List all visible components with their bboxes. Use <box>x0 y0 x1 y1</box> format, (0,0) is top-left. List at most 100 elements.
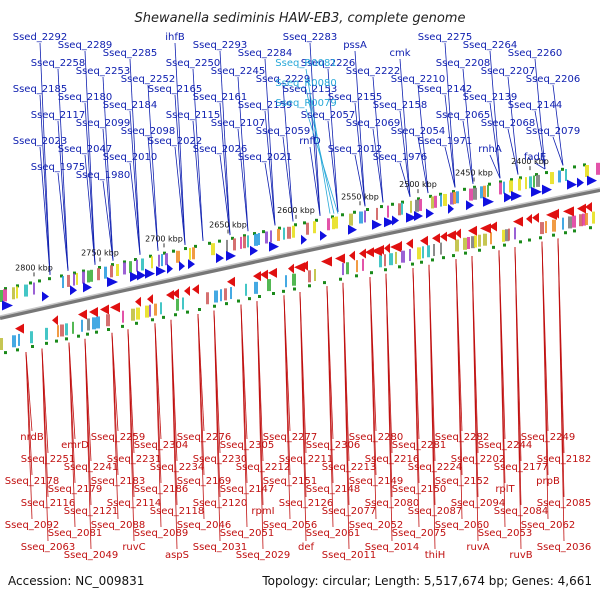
gene-label: Sseq_2147 <box>220 484 275 495</box>
cog-band <box>463 237 467 250</box>
gc-dot <box>16 348 19 352</box>
forward-gene-arrow <box>483 196 494 207</box>
gene-connector <box>154 323 162 528</box>
cog-band <box>440 194 442 207</box>
forward-gene-arrow <box>466 200 474 211</box>
cog-band <box>585 165 589 178</box>
gc-dot <box>464 251 467 255</box>
cog-band <box>499 182 502 195</box>
gc-dot <box>38 279 41 283</box>
gene-label: Sseq_2289 <box>58 40 113 51</box>
reverse-gene-arrow <box>100 304 109 315</box>
cog-band <box>292 225 295 238</box>
gene-label: Sseq_2231 <box>107 454 162 465</box>
bottom-gene-labels: nrdBemrDSseq_2259Sseq_2304Sseq_2276Sseq_… <box>5 432 592 561</box>
gc-dot <box>545 171 548 175</box>
gene-connector <box>534 162 546 170</box>
cog-band <box>308 270 311 283</box>
cog-band <box>415 199 419 212</box>
gene-label: Sseq_2206 <box>526 74 581 85</box>
gene-connector <box>219 50 231 236</box>
scale-tick-label: 2700 kbp <box>145 234 183 243</box>
gene-label: rnhA <box>478 144 502 155</box>
gc-dot <box>463 187 466 191</box>
reverse-gene-arrow <box>432 233 440 244</box>
gc-dot <box>583 163 586 167</box>
gene-label: Sseq_2080 <box>365 498 420 509</box>
cog-band <box>508 228 510 241</box>
gc-dot <box>121 324 124 328</box>
cog-band <box>267 279 271 292</box>
gc-dot <box>4 351 7 355</box>
cog-band <box>270 230 272 243</box>
gc-dot <box>77 334 80 338</box>
gene-label: Sseq_2023 <box>13 136 68 147</box>
gc-dot <box>488 182 491 186</box>
gc-dot <box>429 194 432 198</box>
cog-band <box>450 192 454 205</box>
gene-connector <box>84 50 96 265</box>
gene-connector <box>147 84 159 251</box>
gene-label: Sseq_1976 <box>373 152 428 163</box>
gc-dot <box>151 318 154 322</box>
forward-gene-arrow <box>216 253 224 264</box>
cog-band <box>514 227 516 240</box>
cog-band <box>283 227 285 240</box>
cog-band <box>550 172 554 185</box>
gene-connector <box>170 319 178 550</box>
gc-dot <box>107 328 110 332</box>
cog-band <box>433 244 435 257</box>
reverse-gene-arrow <box>52 315 58 326</box>
gene-label: fadE <box>524 152 546 163</box>
gc-dot <box>278 226 281 230</box>
gc-dot <box>194 244 197 248</box>
genome-backbone <box>0 188 600 320</box>
gene-label: Sseq_1975 <box>31 162 86 173</box>
cog-band <box>533 175 535 188</box>
gene-connector <box>417 136 429 194</box>
cog-band <box>487 184 489 197</box>
cog-band <box>422 246 424 259</box>
cog-band <box>96 316 100 329</box>
forward-gene-arrow <box>320 230 327 241</box>
gene-connector <box>57 172 69 271</box>
gc-dot <box>417 197 420 201</box>
cog-band <box>3 289 7 302</box>
gene-connector <box>129 110 141 255</box>
gene-label: Sseq_2241 <box>64 462 119 473</box>
gene-connector <box>68 342 76 528</box>
cog-band <box>565 169 567 182</box>
cog-band <box>45 327 48 340</box>
gene-label: Sseq_2054 <box>391 126 446 137</box>
cog-band <box>233 238 236 251</box>
reverse-gene-arrow <box>301 260 308 271</box>
gene-connector <box>264 162 276 226</box>
cog-band <box>33 282 35 295</box>
gc-dot <box>564 231 567 235</box>
cog-band <box>24 284 28 297</box>
reverse-gene-arrow <box>526 213 532 224</box>
gene-label: Sseq_2065 <box>436 110 491 121</box>
reverse-gene-arrow <box>532 212 539 223</box>
gc-dot <box>149 254 152 258</box>
cog-band <box>545 221 547 234</box>
gene-label: Sseq_2010 <box>103 152 158 163</box>
reverse-gene-arrow <box>294 262 305 273</box>
gene-label: Sseq_2202 <box>451 454 506 465</box>
gene-label: Sseq_2092 <box>5 520 60 531</box>
cog-band <box>359 211 363 224</box>
gene-label: Sseq_2184 <box>103 100 158 111</box>
gene-label: Sseq_2212 <box>236 462 291 473</box>
gc-dot <box>4 287 7 291</box>
gene-label: Sseq_2118 <box>150 506 205 517</box>
forward-gene-arrow <box>504 192 513 203</box>
rna-connector <box>305 88 335 214</box>
cog-band <box>226 239 228 252</box>
gene-connector <box>507 128 519 175</box>
gene-label: Sseq_2126 <box>279 498 334 509</box>
gene-connector <box>213 310 221 542</box>
gene-label: Sseq_2026 <box>193 144 248 155</box>
forward-gene-arrow <box>406 212 417 223</box>
gene-connector <box>264 110 276 226</box>
gene-connector <box>174 42 186 245</box>
